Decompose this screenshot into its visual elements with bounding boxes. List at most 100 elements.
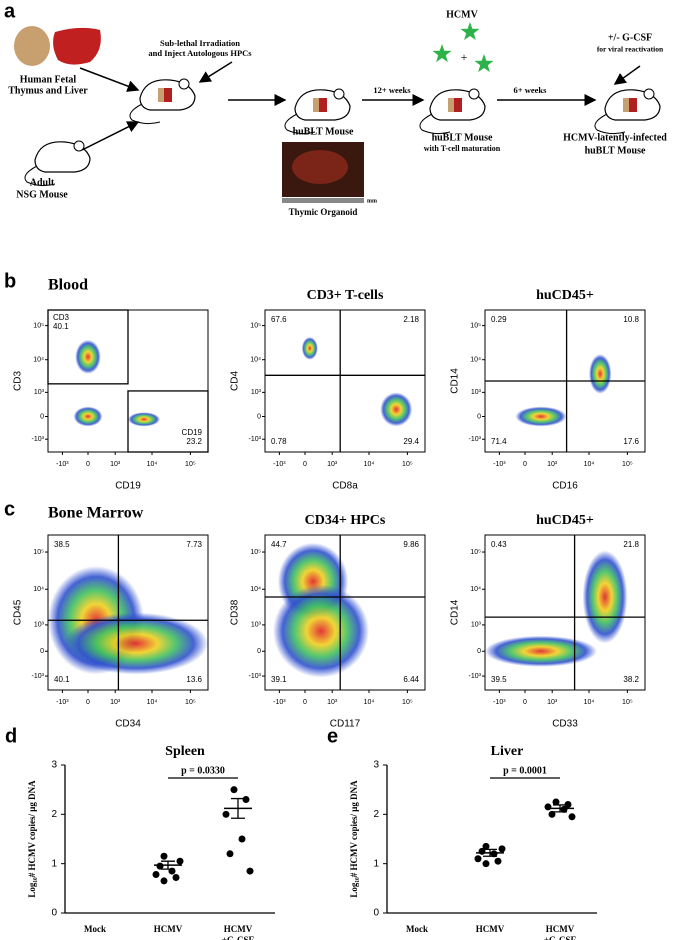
y-tick-label: 10⁴ [250, 586, 261, 593]
plot-title: huCD45+ [536, 288, 594, 303]
x-tick-label: 10³ [110, 461, 121, 468]
mouse-icon [594, 88, 661, 135]
quadrant-value: 39.5 [491, 675, 507, 684]
data-point [482, 842, 490, 850]
x-tick-label: HCMV [224, 924, 253, 934]
x-tick-label: 0 [303, 461, 307, 468]
plus-label: + [461, 50, 468, 64]
panel-label: b [4, 270, 16, 292]
y-tick-label: 10⁵ [250, 322, 261, 329]
y-tick-label: 1 [51, 858, 57, 869]
data-point [152, 871, 160, 879]
x-tick-label: 10⁴ [147, 699, 158, 706]
x-tick-label: -10³ [273, 461, 286, 468]
y-tick-label: 10⁵ [470, 322, 481, 329]
density-blob [273, 584, 369, 678]
density-blob [589, 354, 612, 394]
data-point [548, 810, 556, 818]
mouse-tail [24, 165, 56, 187]
y-tick-label: 10⁴ [250, 357, 261, 364]
x-tick-label: 10⁵ [622, 699, 633, 706]
mouse-ear [73, 140, 85, 152]
y-tick-label: 10⁵ [33, 549, 44, 556]
organoid-label: Thymic Organoid [289, 207, 358, 217]
mouse-organ [629, 98, 637, 112]
x-tick-label: 10⁴ [584, 461, 595, 468]
data-point [156, 862, 164, 870]
irradiation-label: and Inject Autologous HPCs [148, 48, 252, 58]
x-axis-label: CD33 [552, 719, 578, 730]
liver-icon [53, 27, 101, 65]
final-label: huBLT Mouse [585, 145, 646, 156]
y-tick-label: 10⁴ [33, 586, 44, 593]
panel-title: Bone Marrow [48, 505, 144, 522]
data-point [552, 798, 560, 806]
x-axis-label: CD16 [552, 481, 578, 492]
hublt2-label: huBLT Mouse [432, 132, 493, 143]
hcmv-label: HCMV [446, 9, 478, 20]
arrow [81, 121, 140, 151]
x-tick-label: +G-CSF [222, 935, 255, 940]
x-tick-label: Mock [406, 924, 428, 934]
chart-title: Liver [491, 744, 524, 759]
x-tick-label: 0 [523, 699, 527, 706]
mouse-organ [448, 98, 456, 112]
quadrant-value: 17.6 [623, 437, 639, 446]
quadrant-value: 40.1 [54, 675, 70, 684]
x-axis-label: CD8a [332, 481, 358, 492]
error-bar [483, 848, 497, 857]
quadrant-value: 38.5 [54, 540, 70, 549]
plot-title: CD34+ HPCs [305, 513, 386, 528]
data-point [160, 852, 168, 860]
fetal-label: Thymus and Liver [8, 85, 88, 96]
density-blob [75, 339, 101, 374]
x-tick-label: -10³ [56, 699, 69, 706]
data-point [242, 796, 250, 804]
y-axis-label: Log₁₀# HCMV copies/ μg DNA [349, 780, 359, 898]
y-axis-label: CD14 [450, 368, 461, 394]
mouse-ear [643, 88, 655, 100]
y-tick-label: 10³ [471, 622, 482, 629]
arrow [198, 61, 233, 83]
x-tick-label: HCMV [546, 924, 575, 934]
density-blob [73, 406, 103, 427]
plot-frame [264, 309, 426, 453]
nsg-label: NSG Mouse [16, 189, 68, 200]
virus-star [474, 54, 494, 73]
thymus-icon [14, 26, 50, 66]
data-point [498, 845, 506, 853]
data-point [490, 850, 498, 858]
quadrant-value: 0.78 [271, 437, 287, 446]
density-blob [582, 550, 628, 644]
y-tick-label: 10⁵ [33, 322, 44, 329]
y-tick-label: -10³ [469, 673, 482, 680]
x-tick-label: +G-CSF [544, 935, 577, 940]
gcsf-label: for viral reactivation [597, 45, 664, 54]
mouse-organ [313, 98, 321, 112]
x-axis-label: CD34 [115, 719, 141, 730]
final-label: HCMV-latently-infected [563, 132, 667, 143]
data-point [230, 786, 238, 794]
quadrant-value: 6.44 [403, 675, 419, 684]
y-tick-label: 0 [257, 648, 261, 655]
mouse-ear [333, 88, 345, 100]
x-tick-label: 0 [523, 461, 527, 468]
data-point [474, 855, 482, 863]
y-tick-label: 0 [257, 413, 261, 420]
quadrant-value: 44.7 [271, 540, 287, 549]
mouse-organ [319, 98, 327, 112]
y-axis-label: Log₁₀# HCMV copies/ μg DNA [27, 780, 37, 898]
mouse-organ [454, 98, 462, 112]
y-tick-label: -10³ [469, 436, 482, 443]
density-blob [515, 406, 567, 427]
x-tick-label: 10³ [547, 699, 558, 706]
error-bar [231, 797, 245, 819]
density-blob [301, 336, 318, 360]
mouse-tail [284, 113, 316, 135]
x-tick-label: 10³ [327, 461, 338, 468]
x-tick-label: 10³ [547, 461, 558, 468]
hublt2-label: with T-cell maturation [424, 144, 501, 153]
gate-name: CD3 [53, 313, 70, 322]
organoid-tissue [292, 150, 348, 184]
